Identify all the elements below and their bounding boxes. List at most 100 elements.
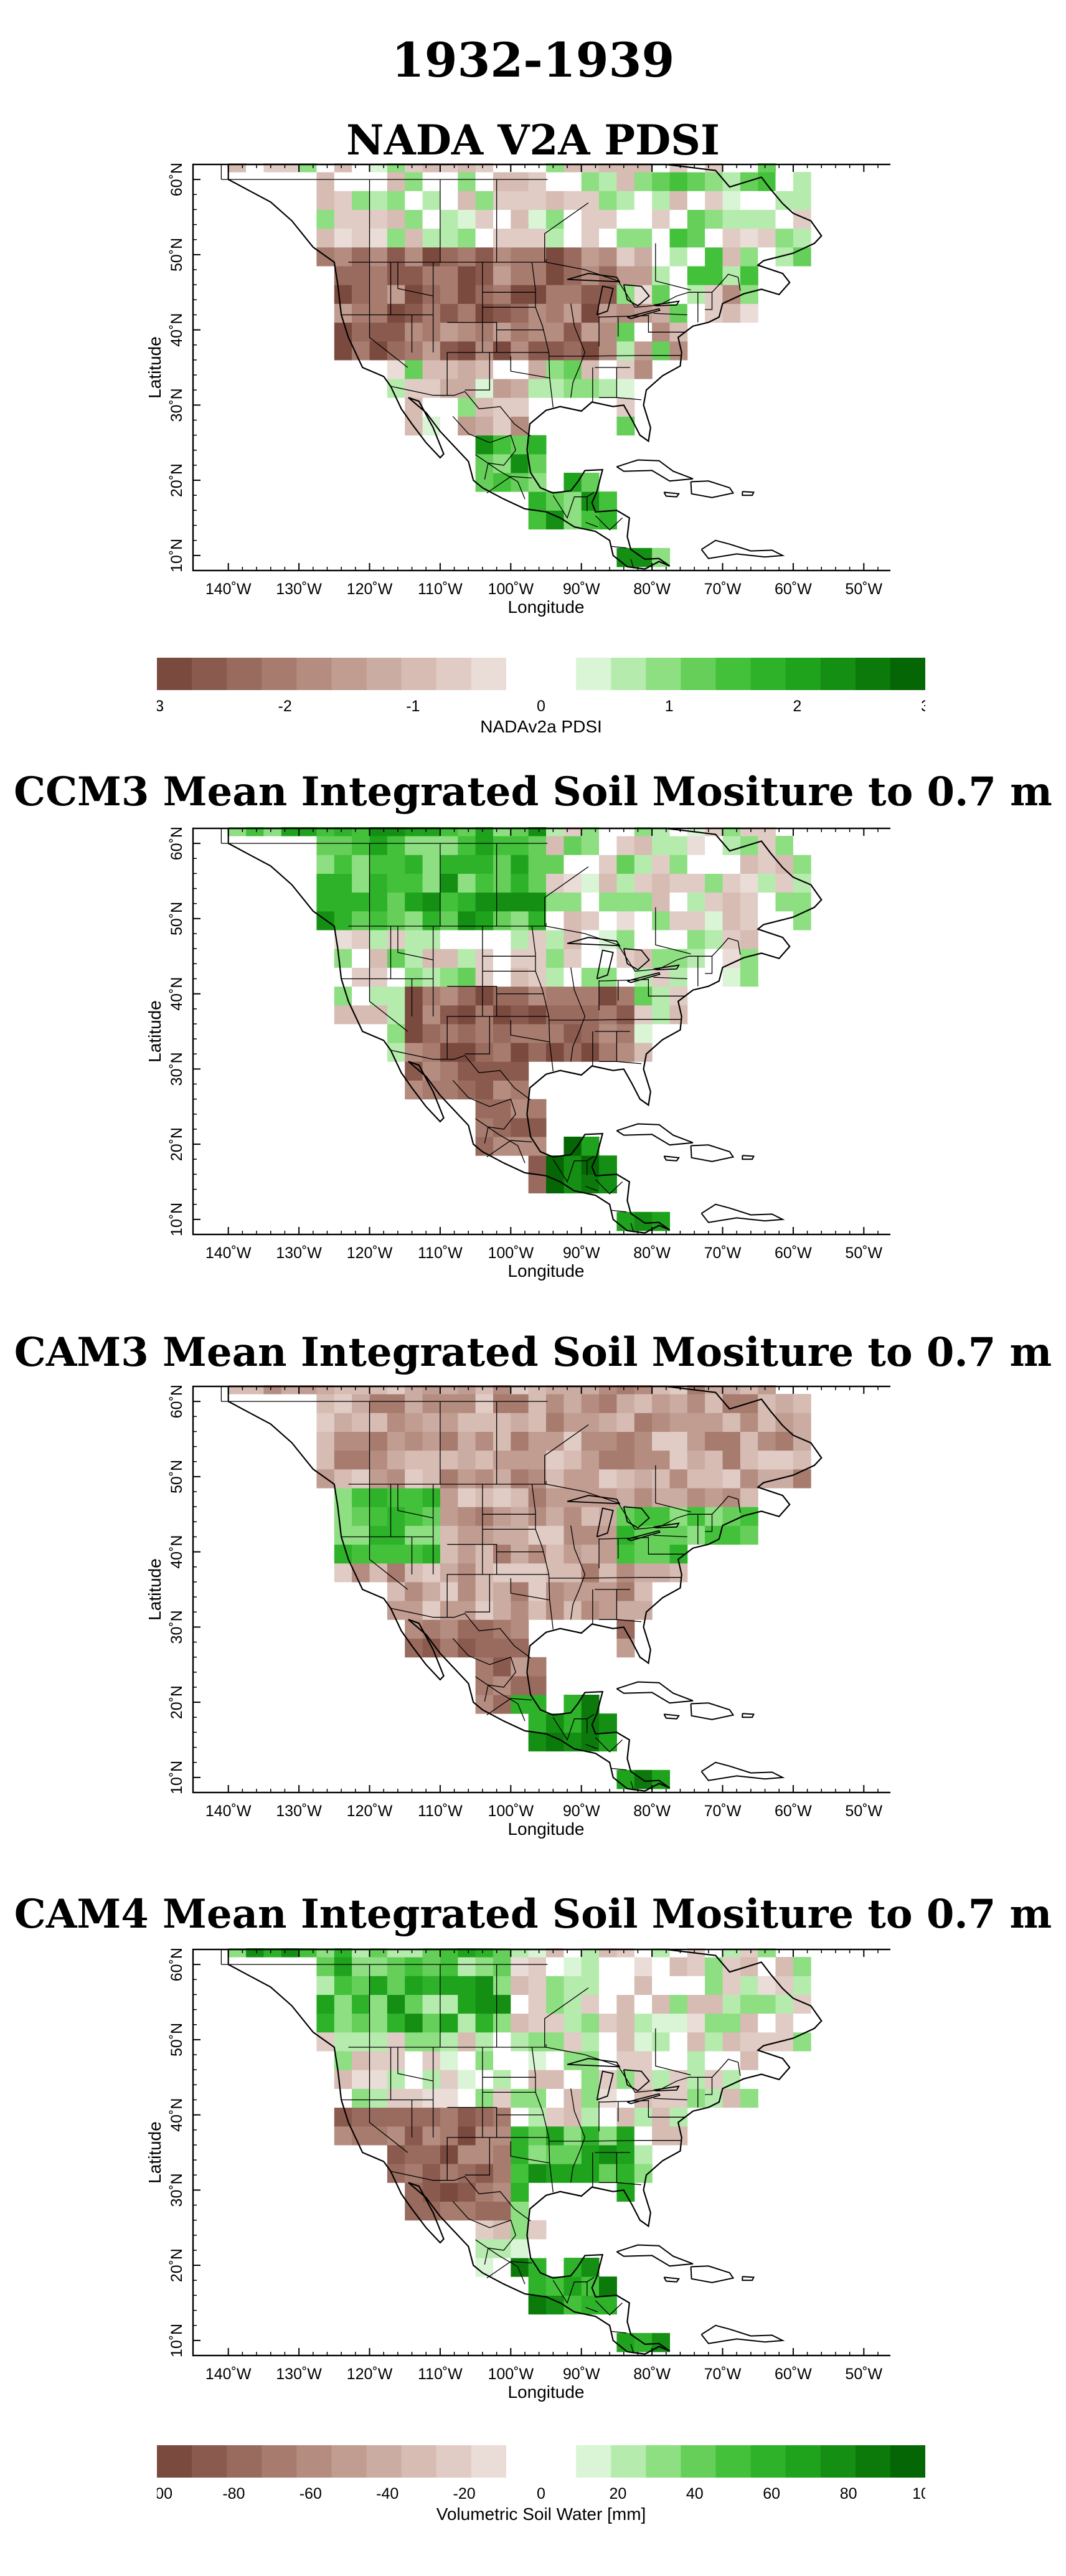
grid-cell <box>493 2202 511 2221</box>
grid-cell <box>423 341 441 361</box>
grid-cell <box>458 2070 476 2089</box>
grid-cell <box>458 397 476 417</box>
grid-cell <box>370 229 388 248</box>
grid-cell <box>582 266 600 285</box>
grid-cell <box>599 1601 617 1620</box>
colorbar-swatch <box>646 658 681 690</box>
grid-cell <box>405 2145 423 2164</box>
x-tick-label: 90˚W <box>563 580 600 598</box>
grid-cell <box>529 2014 547 2033</box>
grid-cell <box>334 172 352 191</box>
grid-cell <box>458 1507 476 1526</box>
grid-cell <box>723 1507 741 1526</box>
grid-cell <box>476 1545 494 1564</box>
grid-cell <box>740 1994 758 2014</box>
colorbar-tick-label: -40 <box>376 2485 399 2503</box>
grid-cell <box>705 1451 723 1470</box>
x-tick-label: 100˚W <box>488 2365 534 2383</box>
grid-cell <box>387 873 405 893</box>
grid-cell <box>599 1413 617 1432</box>
grid-cell <box>476 855 494 874</box>
grid-cell <box>652 191 670 210</box>
grid-cell <box>670 2032 688 2052</box>
grid-cell <box>529 341 547 361</box>
grid-cell <box>405 360 423 379</box>
colorbar-tick-label: 1 <box>665 698 674 715</box>
grid-cell <box>670 1957 688 1976</box>
grid-cell <box>476 1525 494 1545</box>
grid-cell <box>529 2295 547 2314</box>
grid-cell <box>670 1005 688 1025</box>
grid-cell <box>352 2070 370 2089</box>
grid-cell <box>652 911 670 930</box>
grid-cell <box>458 2126 476 2146</box>
grid-cell <box>670 209 688 229</box>
grid-cell <box>529 1507 547 1526</box>
grid-cell <box>511 172 529 191</box>
grid-cell <box>423 172 441 191</box>
grid-cell <box>352 1545 370 1564</box>
grid-cell <box>334 229 352 248</box>
grid-cell <box>564 2032 582 2052</box>
grid-cell <box>582 323 600 342</box>
grid-cell <box>387 191 405 210</box>
grid-cell <box>387 1957 405 1976</box>
grid-cell <box>440 1413 458 1432</box>
grid-cell <box>599 1155 617 1175</box>
grid-cell <box>387 1976 405 1995</box>
grid-cell <box>740 967 758 987</box>
colorbar-swatch <box>436 2445 472 2478</box>
x-axis-label: Longitude <box>507 597 584 617</box>
grid-cell <box>352 855 370 874</box>
grid-cell <box>670 191 688 210</box>
grid-cell <box>423 1024 441 1043</box>
grid-cell <box>758 836 776 855</box>
grid-cell <box>458 323 476 342</box>
grid-cell <box>316 855 334 874</box>
grid-cell <box>546 1525 564 1545</box>
grid-cell <box>564 1451 582 1470</box>
grid-cell <box>634 2032 653 2052</box>
grid-cell <box>670 2126 688 2146</box>
grid-cell <box>405 2088 423 2108</box>
y-tick-label: 30˚N <box>168 1610 186 1644</box>
grid-cell <box>599 2014 617 2033</box>
grid-cell <box>529 1431 547 1451</box>
grid-cell <box>634 2145 653 2164</box>
grid-cell <box>476 1601 494 1620</box>
grid-cell <box>564 1582 582 1601</box>
y-tick-label: 10˚N <box>168 1761 186 1794</box>
grid-cell <box>476 2164 494 2183</box>
grid-cell <box>370 1431 388 1451</box>
grid-cell <box>634 911 653 930</box>
grid-cell <box>582 949 600 968</box>
grid-cell <box>511 1563 529 1583</box>
x-tick-label: 50˚W <box>845 1244 882 1262</box>
grid-cell <box>440 2014 458 2033</box>
grid-cell <box>476 191 494 210</box>
x-tick-label: 110˚W <box>418 1802 463 1820</box>
grid-cell <box>687 911 705 930</box>
y-tick-label: 40˚N <box>168 313 186 347</box>
panel-title-cam4: CAM4 Mean Integrated Soil Mositure to 0.… <box>0 1891 1066 1938</box>
grid-cell <box>387 1451 405 1470</box>
grid-cell <box>705 2032 723 2052</box>
grid-cell <box>352 2014 370 2033</box>
grid-cell <box>511 2070 529 2089</box>
x-tick-label: 60˚W <box>775 580 812 598</box>
grid-cell <box>387 836 405 855</box>
grid-cell <box>370 247 388 267</box>
colorbar-swatch <box>157 2445 192 2478</box>
island-outline <box>664 1156 679 1160</box>
grid-cell <box>511 435 529 455</box>
grid-cell <box>616 873 634 893</box>
grid-cell <box>370 930 388 949</box>
colorbar-swatch <box>681 2445 716 2478</box>
grid-cell <box>793 1451 811 1470</box>
grid-cell <box>511 2032 529 2052</box>
grid-cell <box>723 873 741 893</box>
grid-cell <box>352 1431 370 1451</box>
grid-cell <box>387 987 405 1006</box>
grid-cell <box>423 1563 441 1583</box>
grid-cell <box>440 209 458 229</box>
